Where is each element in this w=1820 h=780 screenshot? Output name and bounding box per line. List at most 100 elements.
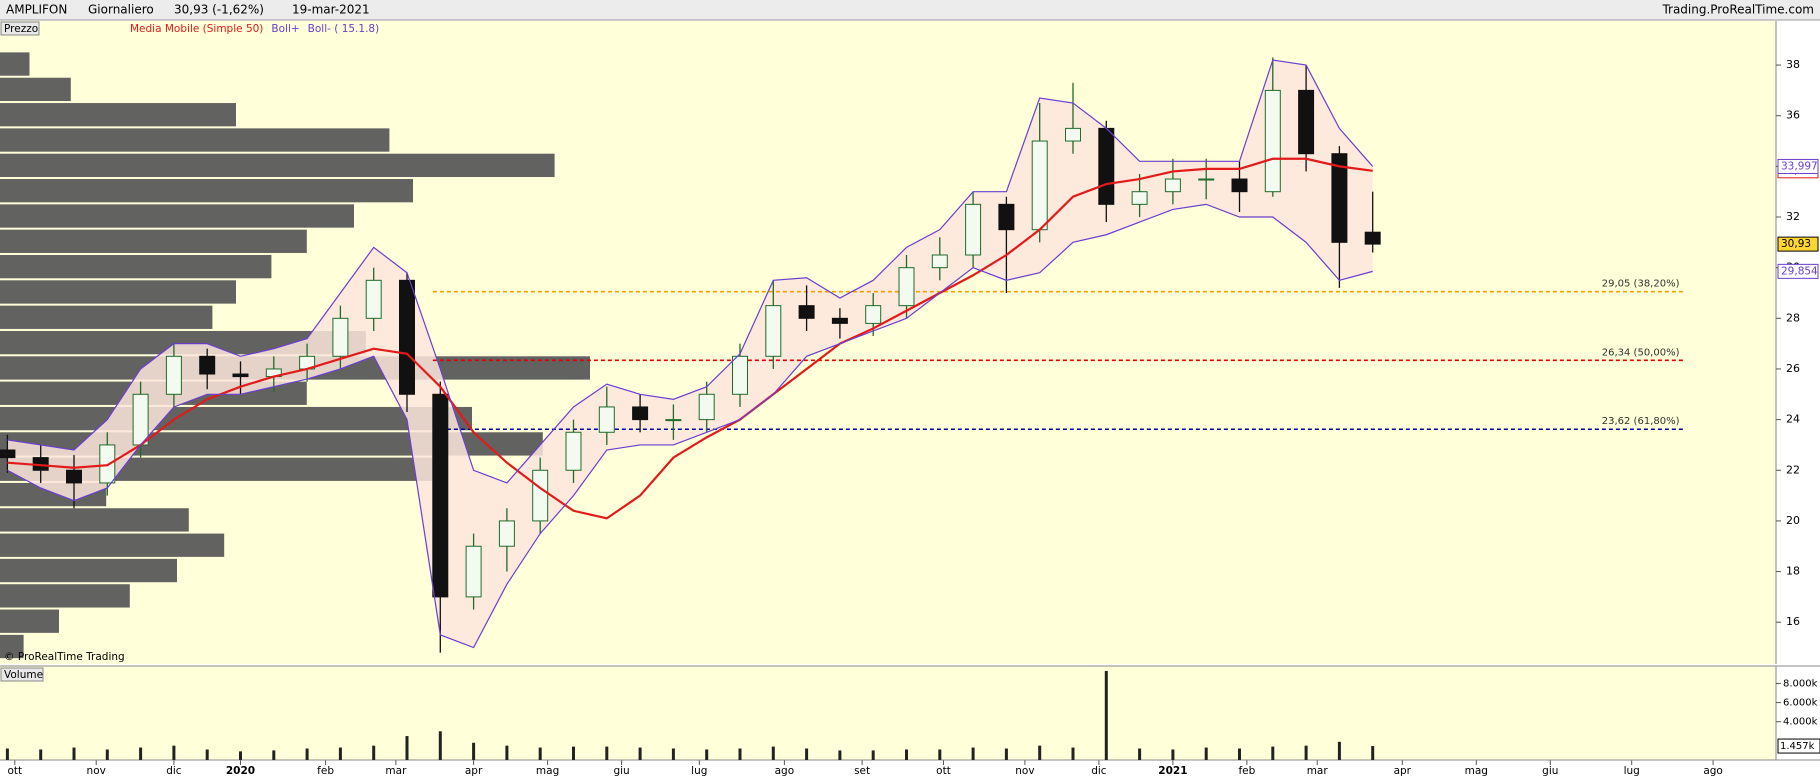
x-tick-label: nov	[1015, 765, 1034, 777]
candle-body	[165, 355, 182, 395]
x-tick-label: giu	[613, 765, 629, 777]
moving-average	[7, 157, 1373, 520]
fib-label: 23,62 (61,80%)	[1602, 416, 1680, 427]
panel-title: Volume	[4, 669, 43, 681]
volume-bar	[405, 736, 409, 760]
volume-bar	[938, 749, 942, 760]
panel-title: Prezzo	[4, 23, 38, 35]
candle-body	[665, 419, 682, 422]
candle-body	[365, 279, 382, 319]
x-tick-label: ott	[7, 765, 22, 777]
volume-bar	[172, 745, 176, 760]
candle-body	[332, 317, 349, 357]
last-value-box	[1777, 158, 1819, 174]
volume-profile-bar	[0, 77, 71, 102]
legend-entry: Boll+	[271, 23, 299, 35]
volume-bar	[1371, 746, 1375, 760]
volume-bar	[72, 747, 76, 760]
volume-bar	[205, 749, 209, 760]
symbol: AMPLIFON	[6, 3, 67, 17]
volume-profile-bar	[0, 280, 236, 304]
last-value-label: 29,854	[1781, 265, 1818, 277]
candle-body	[1098, 127, 1115, 205]
volume-bar	[805, 748, 809, 760]
volume-bar	[871, 750, 875, 760]
y-tick-label: 32	[1786, 210, 1800, 223]
candle-body	[698, 393, 715, 421]
date: 19-mar-2021	[292, 3, 370, 17]
volume-bar	[671, 748, 675, 760]
x-tick-label: mar	[385, 765, 407, 777]
candle-body	[732, 355, 748, 395]
volume-bar	[505, 745, 509, 760]
candle-body	[931, 254, 948, 269]
volume-profile-bar	[0, 255, 272, 279]
x-tick-label: nov	[87, 765, 106, 777]
volume-profile-bar	[0, 229, 307, 253]
candle-body	[1364, 231, 1381, 245]
header-bar	[0, 0, 1820, 20]
volume-profile-bar	[0, 52, 30, 76]
candle-body	[432, 393, 449, 598]
volume-bar	[1104, 670, 1108, 760]
volume-bar	[438, 731, 442, 760]
x-tick-label: 2021	[1158, 765, 1187, 777]
volume-profile-bar	[0, 153, 555, 178]
y-tick-label: 8.000k	[1783, 678, 1818, 689]
volume-bar	[1304, 745, 1308, 760]
volume-bar	[39, 749, 43, 760]
volume-profile-bar	[0, 584, 130, 608]
volume-bar	[338, 747, 342, 760]
candle-body	[1264, 89, 1281, 193]
x-tick-label: mar	[1307, 765, 1329, 777]
legend-box	[0, 21, 40, 36]
legend-entry: Boll- ( 15.1.8)	[308, 23, 380, 35]
y-tick-label: 6.000k	[1783, 698, 1818, 709]
bollinger-fill	[7, 60, 1373, 648]
candle-body	[831, 317, 848, 324]
candle-body	[1131, 191, 1148, 205]
y-tick-label: 26	[1786, 362, 1800, 375]
candle-body	[199, 355, 216, 375]
volume-profile-bar	[0, 508, 189, 532]
last-value-box	[1777, 236, 1819, 252]
volume-bar	[1271, 746, 1275, 760]
volume-bar	[605, 746, 609, 760]
candle-body	[532, 469, 549, 522]
volume-profile-bar	[0, 179, 413, 203]
bollinger-line	[7, 59, 1374, 484]
volume-bar	[572, 746, 575, 760]
x-tick-label: apr	[1394, 765, 1412, 777]
volume-bar	[1071, 747, 1075, 760]
volume-bar	[1171, 749, 1175, 760]
volume-bar	[272, 750, 276, 760]
quote: 30,93 (-1,62%)	[174, 3, 264, 17]
candle-body	[565, 431, 582, 471]
chart-area: 16182022242628303234363829,05 (38,20%)26…	[0, 21, 1820, 777]
volume-bar	[372, 745, 376, 760]
candle-body	[1231, 178, 1248, 193]
volume-profile-bar	[0, 533, 225, 557]
volume-bar	[5, 748, 9, 760]
last-value-label: 30,93	[1781, 238, 1811, 250]
candle-body	[1298, 89, 1315, 155]
volume-bar	[139, 747, 143, 760]
candle-body	[498, 520, 515, 547]
volume-bar	[705, 749, 709, 760]
volume-bar	[105, 749, 109, 760]
volume-bar	[1004, 748, 1008, 760]
candle-body	[66, 469, 82, 484]
candle-body	[798, 305, 815, 319]
plot-background	[0, 666, 1776, 760]
y-tick-label: 20	[1786, 514, 1800, 527]
x-tick-label: mag	[536, 765, 559, 777]
volume-profile-bar	[0, 558, 177, 583]
y-tick-label: 4.000k	[1783, 717, 1818, 728]
candle-body	[598, 406, 615, 433]
volume-bar	[538, 747, 542, 760]
candle-body	[1065, 127, 1081, 142]
x-tick-label: feb	[317, 765, 334, 777]
volume-profile-bar	[0, 406, 472, 431]
candle-body	[1031, 140, 1048, 231]
candle-body	[232, 373, 249, 378]
